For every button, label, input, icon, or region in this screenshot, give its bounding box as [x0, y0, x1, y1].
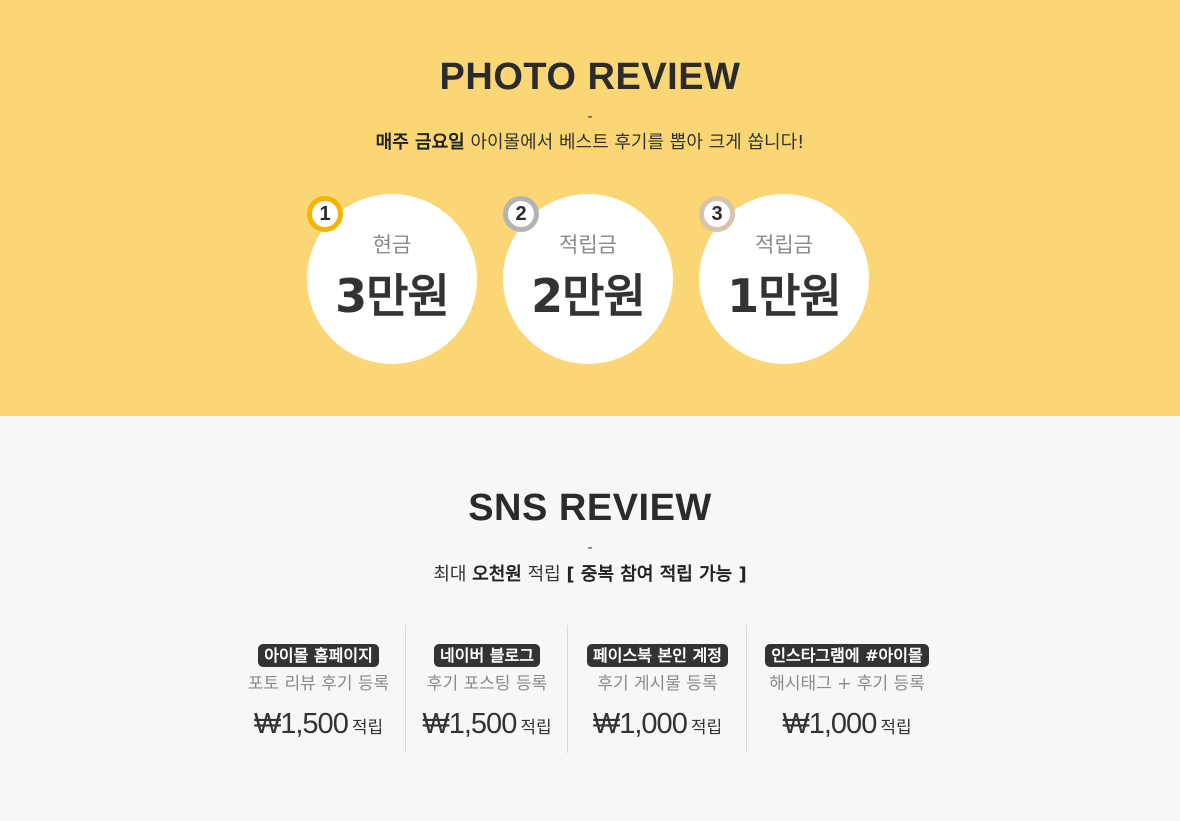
- sns-item-tag: 네이버 블로그: [434, 644, 540, 667]
- sns-sub-text-1: 최대: [433, 564, 473, 585]
- sns-item-homepage: 아이몰 홈페이지 포토 리뷰 후기 등록 ₩1,500 적립: [232, 625, 405, 753]
- sns-review-dash: -: [587, 540, 593, 556]
- sns-review-subtitle: 최대 오천원 적립 [ 중복 참여 적립 가능 ]: [0, 560, 1180, 586]
- sns-item-instagram: 인스타그램에 #아이몰 해시태그 + 후기 등록 ₩1,000 적립: [746, 625, 947, 753]
- rank-badge-2: 2: [503, 196, 539, 232]
- sns-item-tag: 페이스북 본인 계정: [587, 644, 728, 667]
- sns-sub-text-2: 적립: [521, 564, 567, 585]
- sns-item-unit: 적립: [880, 718, 912, 738]
- sns-sub-bold-1: 오천원: [472, 564, 522, 585]
- sns-item-price: ₩1,000 적립: [747, 708, 947, 741]
- sns-item-facebook: 페이스북 본인 계정 후기 게시물 등록 ₩1,000 적립: [567, 625, 747, 753]
- sns-review-title: SNS REVIEW: [468, 487, 712, 529]
- sns-item-tag: 아이몰 홈페이지: [258, 644, 379, 667]
- photo-review-subtitle-text: 아이몰에서 베스트 후기를 뽑아 크게 쏩니다!: [464, 132, 805, 153]
- sns-item-price: ₩1,000 적립: [568, 708, 747, 741]
- rank-badge-1: 1: [307, 196, 343, 232]
- sns-item-amount: ₩1,000: [782, 708, 877, 740]
- sns-item-unit: 적립: [351, 718, 384, 738]
- photo-review-subtitle-bold: 매주 금요일: [375, 132, 465, 153]
- prize-amount: 2만원: [531, 269, 646, 323]
- sns-item-tag: 인스타그램에 #아이몰: [765, 644, 929, 667]
- sns-item-amount: ₩1,500: [422, 708, 517, 740]
- prize-kind: 적립금: [559, 233, 617, 257]
- sns-item-unit: 적립: [520, 718, 552, 738]
- rank-badge-3: 3: [699, 196, 735, 232]
- sns-item-desc: 포토 리뷰 후기 등록: [247, 674, 390, 694]
- prize-amount: 1만원: [727, 269, 842, 323]
- sns-item-amount: ₩1,000: [592, 708, 688, 740]
- photo-review-dash: -: [587, 109, 593, 125]
- sns-sub-bold-2: [ 중복 참여 적립 가능 ]: [566, 564, 747, 585]
- sns-item-naver-blog: 네이버 블로그 후기 포스팅 등록 ₩1,500 적립: [405, 625, 568, 753]
- sns-item-unit: 적립: [690, 718, 723, 738]
- sns-item-desc: 후기 포스팅 등록: [426, 674, 548, 694]
- sns-item-amount: ₩1,500: [253, 708, 349, 740]
- sns-item-desc: 후기 게시물 등록: [597, 674, 718, 694]
- photo-review-subtitle: 매주 금요일 아이몰에서 베스트 후기를 뽑아 크게 쏩니다!: [0, 128, 1180, 154]
- sns-item-price: ₩1,500 적립: [232, 708, 405, 741]
- prize-kind: 적립금: [755, 233, 813, 257]
- sns-review-section: [0, 416, 1180, 821]
- sns-item-desc: 해시태그 + 후기 등록: [769, 674, 925, 694]
- sns-item-price: ₩1,500 적립: [406, 708, 568, 741]
- prize-amount: 3만원: [335, 269, 450, 323]
- photo-review-title: PHOTO REVIEW: [439, 56, 741, 98]
- prize-kind: 현금: [372, 233, 412, 257]
